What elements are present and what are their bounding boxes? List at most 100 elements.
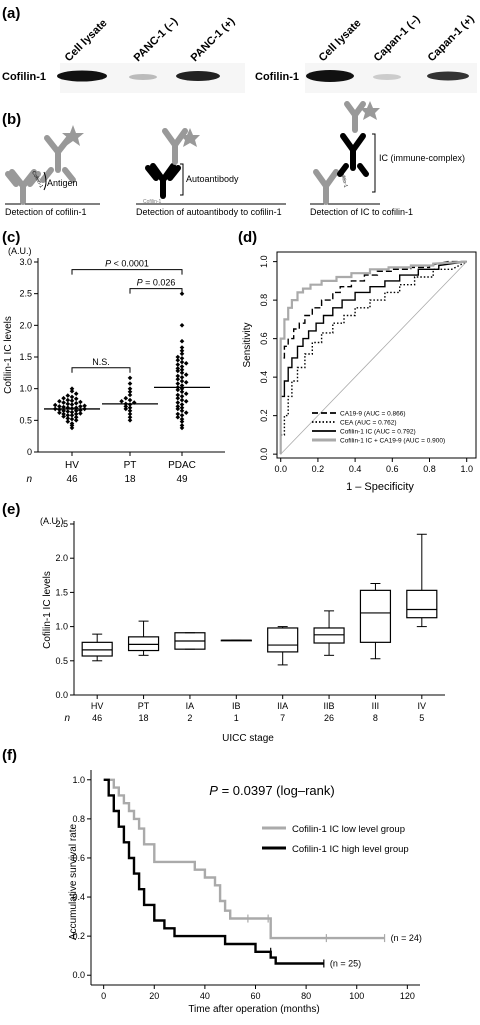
group-n: 46 bbox=[66, 474, 78, 485]
category-label: IIA bbox=[277, 701, 288, 711]
blot-right-band-lysate bbox=[306, 70, 354, 82]
category-label: IV bbox=[418, 701, 427, 711]
legend-label: Cofilin-1 IC low level group bbox=[292, 824, 405, 835]
data-point bbox=[127, 392, 133, 398]
data-point bbox=[175, 387, 181, 393]
autoantibody-bracket bbox=[180, 163, 184, 196]
box bbox=[267, 627, 299, 653]
data-point bbox=[61, 408, 66, 414]
y-tick-label: 2.5 bbox=[55, 519, 68, 529]
y-tick-label: 0.0 bbox=[72, 970, 85, 980]
blot-right-lane-3: Capan-1 (+) bbox=[426, 13, 477, 64]
blot-left-row-label: Cofilin-1 bbox=[2, 71, 46, 83]
y-tick-label: 2.0 bbox=[55, 553, 68, 563]
significance-label: P < 0.0001 bbox=[105, 259, 149, 269]
panel-b-label: (b) bbox=[2, 111, 21, 128]
data-point bbox=[73, 418, 79, 423]
x-tick-label: 1.0 bbox=[460, 464, 473, 474]
detection-antibody-1 bbox=[40, 135, 76, 183]
data-point bbox=[123, 404, 129, 409]
category-n: 46 bbox=[92, 713, 102, 723]
data-point bbox=[179, 416, 185, 422]
blot-right-band-capan-pos bbox=[427, 71, 469, 81]
data-point bbox=[61, 411, 66, 417]
data-point bbox=[57, 404, 62, 409]
y-tick-label: 1.0 bbox=[19, 384, 32, 394]
category-label: IA bbox=[186, 701, 195, 711]
data-point bbox=[61, 414, 66, 419]
data-point bbox=[73, 396, 79, 402]
roc-curve bbox=[280, 260, 467, 398]
data-point bbox=[175, 357, 181, 363]
data-point bbox=[78, 407, 83, 413]
data-point bbox=[65, 419, 71, 424]
ic-label: IC (immune-complex) bbox=[379, 153, 465, 163]
data-point bbox=[179, 389, 185, 395]
ic-antibody bbox=[337, 133, 369, 177]
data-point bbox=[183, 380, 189, 385]
legend-label: CA19-9 (AUC = 0.866) bbox=[340, 411, 406, 418]
data-point bbox=[127, 397, 133, 403]
blot-left-band-panc-neg bbox=[129, 74, 157, 80]
panel-d-plot: 0.0 0.0 0.2 0.2 0.4 0.4 0.6 0.6 0.8 0.8 1.0 1.0 CA19… bbox=[259, 251, 477, 474]
data-point bbox=[179, 408, 185, 414]
y-tick-label: 0.8 bbox=[259, 294, 269, 307]
x-tick-label: 120 bbox=[400, 991, 415, 1001]
category-n: 7 bbox=[280, 713, 285, 723]
data-point bbox=[73, 411, 79, 417]
blot-left-lane-3: PANC-1 (+) bbox=[189, 15, 238, 64]
y-tick-label: 2.0 bbox=[19, 320, 32, 330]
panel-b: (b) Cofilin-1 Antigen Detection bbox=[2, 101, 465, 217]
x-tick-label: 0.2 bbox=[312, 464, 325, 474]
data-point bbox=[175, 373, 181, 379]
data-point bbox=[69, 402, 75, 407]
data-point bbox=[179, 378, 185, 384]
legend-label: Cofilin-1 IC (AUC = 0.792) bbox=[340, 429, 416, 436]
legend-label: Cofilin-1 IC high level group bbox=[292, 844, 409, 855]
ic-bracket bbox=[372, 133, 376, 193]
data-point bbox=[69, 398, 75, 403]
data-point bbox=[175, 411, 181, 417]
data-point bbox=[69, 416, 75, 422]
panel-a: (a) Cell lysate PANC-1 (–) PANC-1 (+) Co… bbox=[2, 5, 477, 93]
data-point bbox=[179, 370, 185, 376]
significance-label: P = 0.026 bbox=[137, 278, 176, 288]
data-point bbox=[69, 388, 75, 394]
box bbox=[81, 641, 113, 657]
data-point bbox=[175, 362, 181, 367]
y-tick-label: 0.0 bbox=[259, 448, 269, 461]
data-point bbox=[175, 376, 181, 382]
plot-frame bbox=[276, 251, 477, 459]
x-tick-label: 40 bbox=[200, 991, 210, 1001]
survival-curve bbox=[103, 778, 385, 940]
diagram-detection-autoantibody: Autoantibody Cofilin-1 Detection of auto… bbox=[136, 128, 286, 217]
box bbox=[359, 589, 392, 643]
data-point bbox=[179, 419, 185, 424]
blot-left-lane-1: Cell lysate bbox=[63, 17, 110, 64]
data-point bbox=[61, 395, 66, 401]
blot-right-band-capan-neg bbox=[373, 74, 401, 80]
data-point bbox=[179, 345, 185, 350]
y-tick-label: 1.5 bbox=[55, 587, 68, 597]
detection-antibody-2 bbox=[162, 128, 188, 165]
data-point bbox=[123, 395, 129, 401]
data-point bbox=[179, 367, 185, 372]
significance-label: N.S. bbox=[92, 357, 110, 367]
data-point bbox=[65, 393, 71, 398]
data-point bbox=[179, 356, 185, 361]
roc-curve bbox=[279, 260, 467, 455]
blot-right-lane-2: Capan-1 (–) bbox=[372, 13, 423, 64]
star-icon bbox=[62, 125, 84, 146]
panel-f-label: (f) bbox=[2, 747, 17, 764]
data-point bbox=[175, 400, 181, 405]
significance-bracket bbox=[71, 269, 183, 275]
y-tick-label: 3.0 bbox=[19, 257, 32, 267]
data-point bbox=[175, 368, 181, 374]
y-tick-label: 0.4 bbox=[72, 892, 85, 902]
y-tick-label: 1.0 bbox=[55, 622, 68, 632]
data-point bbox=[179, 425, 185, 431]
data-point bbox=[179, 405, 185, 410]
y-tick-label: 2.5 bbox=[19, 289, 32, 299]
category-n: 2 bbox=[187, 713, 192, 723]
data-point bbox=[179, 394, 185, 399]
